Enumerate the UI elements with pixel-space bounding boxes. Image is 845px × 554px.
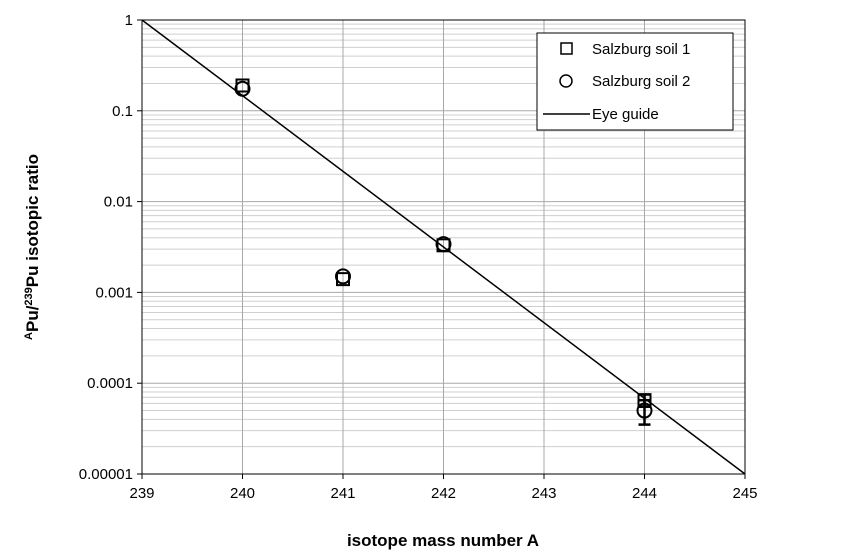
y-axis-title: APu/239Pu isotopic ratio bbox=[23, 154, 42, 340]
legend-label-soil2: Salzburg soil 2 bbox=[592, 73, 690, 90]
soil2-circle-marker bbox=[234, 80, 251, 97]
x-axis-ticks: 239 240 241 242 243 244 245 bbox=[129, 474, 758, 502]
y-axis-title-part2: Pu isotopic ratio bbox=[23, 154, 42, 287]
legend-label-eye-guide: Eye guide bbox=[592, 106, 659, 123]
soil2-circle-marker bbox=[636, 402, 653, 419]
y-tick-label: 0.001 bbox=[95, 284, 133, 301]
x-axis-title: isotope mass number A bbox=[347, 531, 539, 550]
x-tick-label: 241 bbox=[330, 485, 355, 502]
soil2-circle-marker bbox=[335, 268, 351, 285]
x-tick-label: 240 bbox=[230, 485, 255, 502]
y-axis-title-part1: Pu/ bbox=[23, 305, 42, 332]
soil2-circle-marker bbox=[435, 236, 452, 253]
y-axis-ticks: 1 0.1 0.01 0.001 0.0001 0.00001 bbox=[79, 12, 142, 483]
x-tick-label: 245 bbox=[732, 485, 757, 502]
x-tick-label: 244 bbox=[632, 485, 657, 502]
legend-circle-marker bbox=[559, 74, 573, 88]
y-tick-label: 0.1 bbox=[112, 103, 133, 120]
y-tick-label: 0.00001 bbox=[79, 466, 133, 483]
legend-square-marker bbox=[560, 42, 573, 55]
y-axis-title-sup-a: A bbox=[23, 332, 35, 340]
legend: Salzburg soil 1 Salzburg soil 2 Eye guid… bbox=[536, 32, 734, 131]
y-tick-label: 1 bbox=[125, 12, 133, 29]
series-layer bbox=[141, 19, 746, 475]
legend-label-soil1: Salzburg soil 1 bbox=[592, 41, 690, 58]
x-tick-label: 243 bbox=[531, 485, 556, 502]
y-tick-label: 0.01 bbox=[104, 194, 133, 211]
y-tick-label: 0.0001 bbox=[87, 375, 133, 392]
y-axis-title-sup-239: 239 bbox=[23, 287, 35, 305]
x-tick-label: 239 bbox=[129, 485, 154, 502]
x-tick-label: 242 bbox=[431, 485, 456, 502]
